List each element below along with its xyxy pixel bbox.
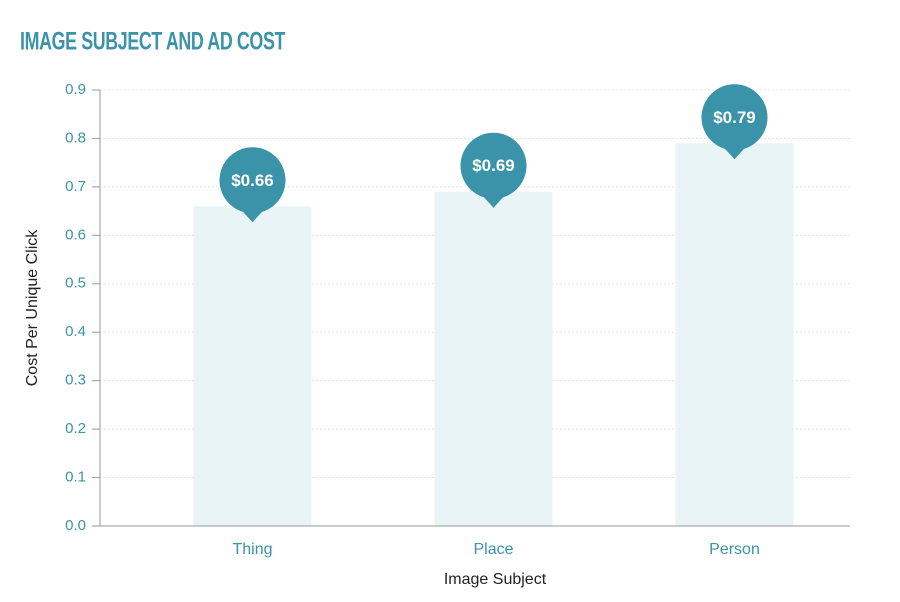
value-pin <box>723 147 746 160</box>
y-tick-label: 0.5 <box>65 275 86 292</box>
y-tick-label: 0.4 <box>65 323 86 340</box>
value-label: $0.79 <box>713 108 756 127</box>
bar <box>193 206 312 526</box>
y-axis-label: Cost Per Unique Click <box>24 229 41 387</box>
y-tick-label: 0.3 <box>65 372 86 389</box>
y-tick-label: 0.0 <box>65 517 86 534</box>
y-tick-label: 0.9 <box>65 81 86 98</box>
y-tick-label: 0.8 <box>65 129 86 146</box>
x-tick-label: Thing <box>232 541 272 558</box>
chart-title: IMAGE SUBJECT AND AD COST <box>20 28 285 56</box>
bar <box>434 191 553 526</box>
y-tick-label: 0.6 <box>65 226 86 243</box>
x-tick-label: Person <box>709 541 760 558</box>
y-tick-label: 0.7 <box>65 178 86 195</box>
x-tick-label: Place <box>473 541 513 558</box>
value-label: $0.66 <box>231 171 274 190</box>
value-label: $0.69 <box>472 156 515 175</box>
value-pin-head <box>701 84 768 151</box>
y-tick-label: 0.1 <box>65 469 86 486</box>
bar <box>675 143 794 527</box>
value-pin-head <box>460 132 527 199</box>
x-axis-label: Image Subject <box>444 571 547 588</box>
value-pin <box>241 210 264 223</box>
y-tick-label: 0.2 <box>65 420 86 437</box>
value-pin-head <box>219 147 286 214</box>
value-pin <box>482 195 505 208</box>
